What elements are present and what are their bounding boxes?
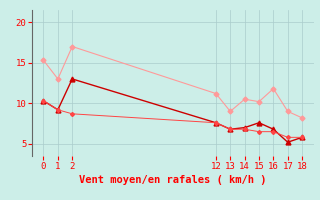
X-axis label: Vent moyen/en rafales ( km/h ): Vent moyen/en rafales ( km/h ) — [79, 175, 267, 185]
